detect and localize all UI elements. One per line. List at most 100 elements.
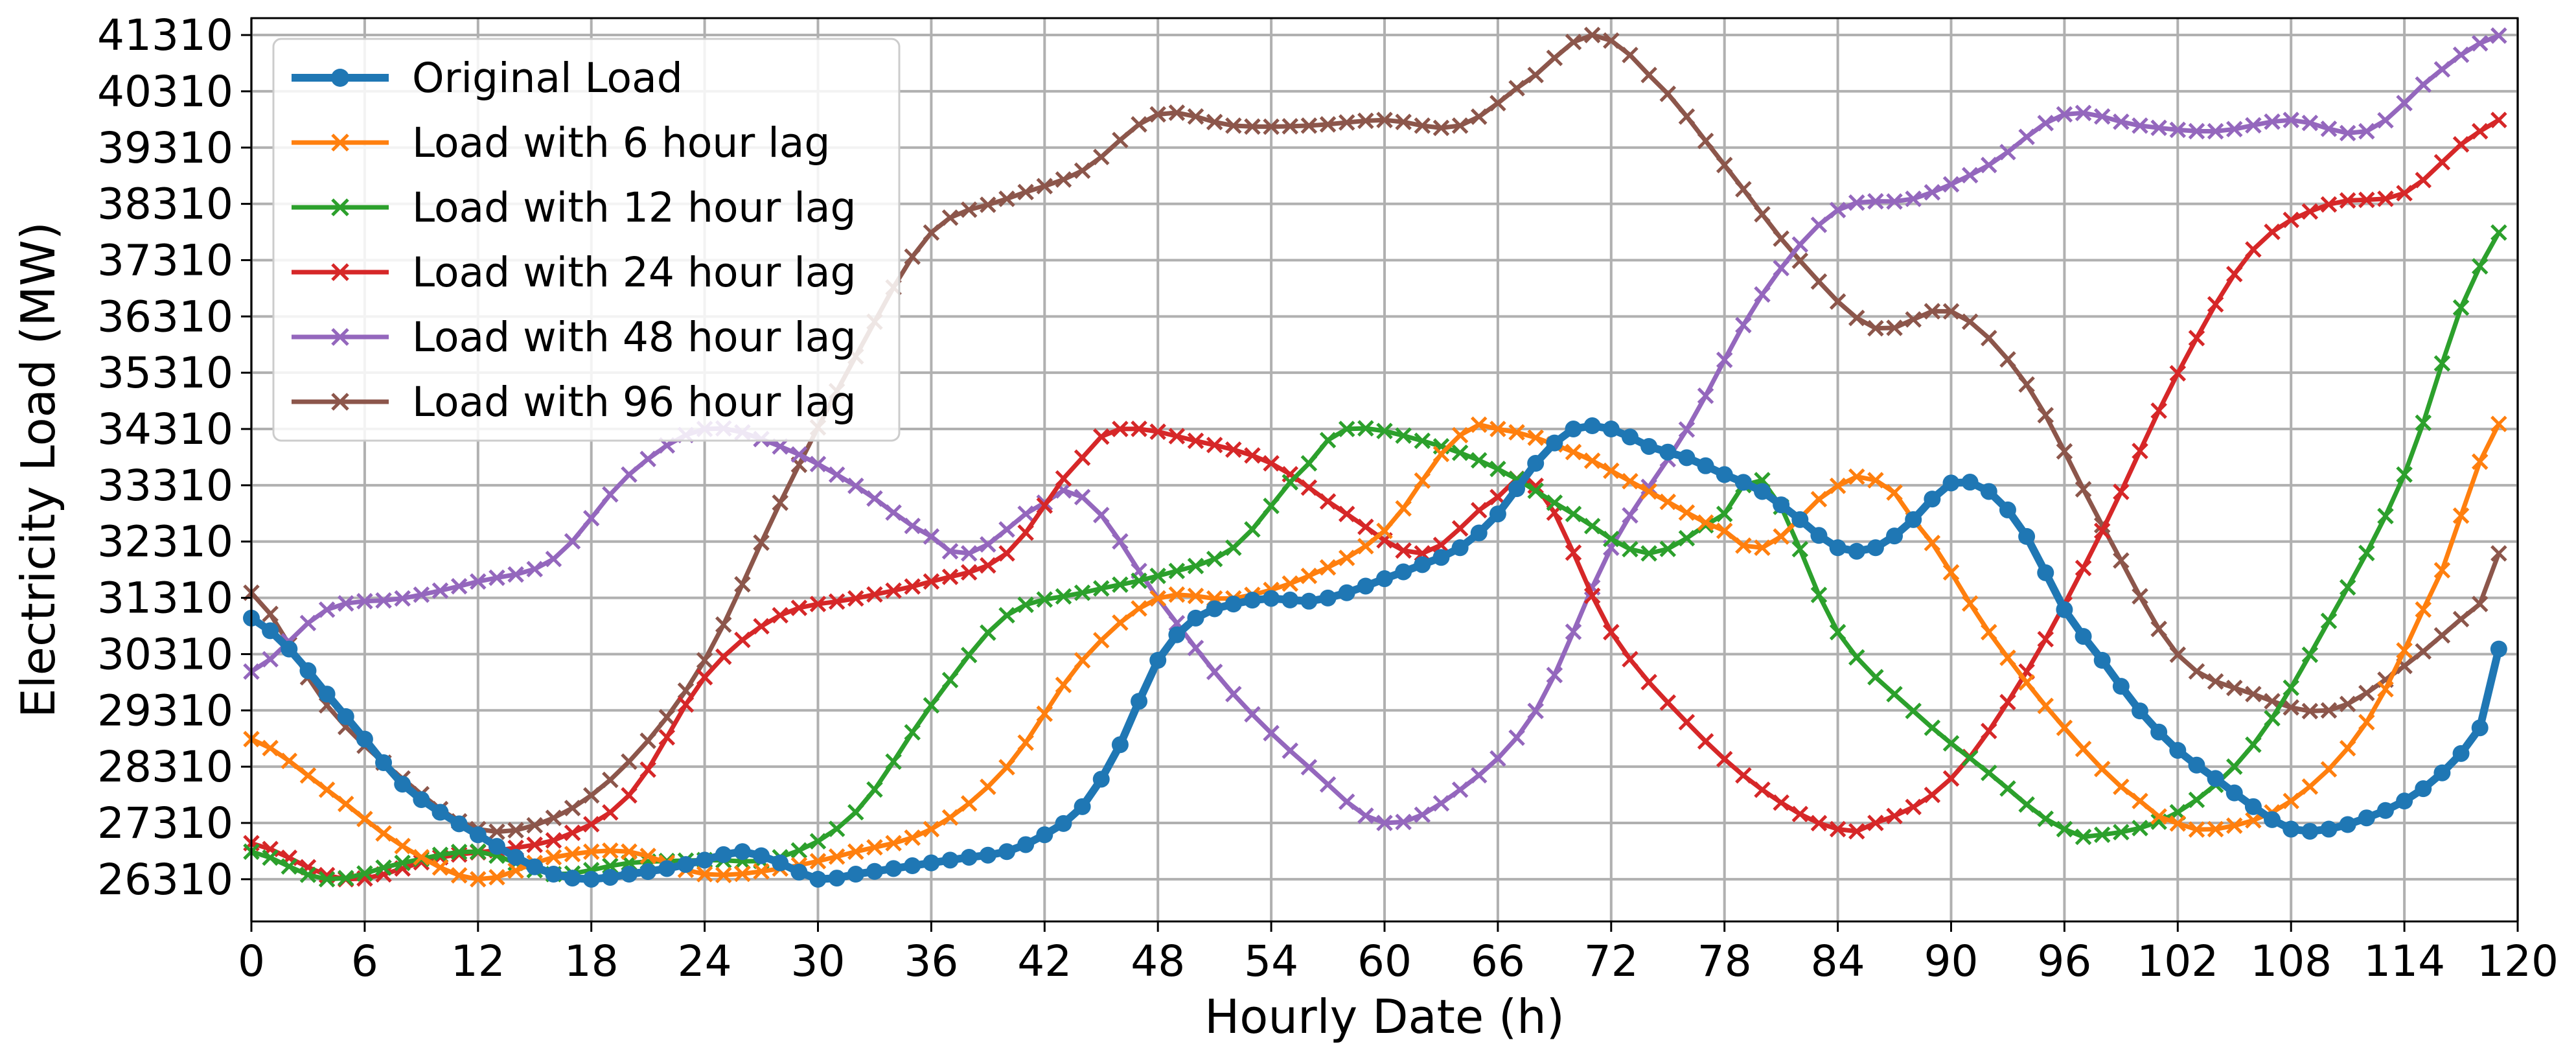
data-point bbox=[2452, 136, 2470, 153]
data-point bbox=[1981, 329, 1997, 347]
data-point bbox=[526, 561, 544, 578]
data-point bbox=[1848, 194, 1865, 211]
data-point bbox=[2245, 736, 2262, 754]
data-point bbox=[1206, 664, 1223, 680]
data-point bbox=[2320, 121, 2338, 137]
data-point bbox=[299, 866, 317, 883]
data-point bbox=[828, 466, 845, 483]
data-point bbox=[923, 528, 940, 545]
data-point bbox=[1716, 466, 1733, 483]
legend-marker bbox=[331, 133, 349, 152]
data-point bbox=[1527, 429, 1544, 446]
x-tick-label: 18 bbox=[564, 936, 619, 986]
data-point bbox=[582, 816, 600, 833]
data-point bbox=[1773, 794, 1789, 811]
y-tick-label: 41310 bbox=[97, 10, 233, 60]
data-point bbox=[1508, 480, 1526, 498]
data-point bbox=[1319, 116, 1337, 133]
data-point bbox=[1754, 781, 1771, 798]
data-point bbox=[545, 809, 562, 826]
data-point bbox=[1640, 483, 1657, 500]
data-point bbox=[2320, 761, 2338, 778]
x-tick-label: 96 bbox=[2037, 936, 2091, 986]
data-point bbox=[2433, 61, 2451, 78]
data-point bbox=[885, 835, 902, 852]
data-point bbox=[1754, 539, 1771, 557]
data-point bbox=[1961, 313, 1979, 330]
data-point bbox=[621, 753, 638, 770]
data-point bbox=[1055, 470, 1072, 487]
data-point bbox=[2283, 211, 2299, 229]
data-point bbox=[1924, 786, 1941, 804]
data-point bbox=[1112, 132, 1129, 148]
data-point bbox=[1754, 483, 1771, 500]
data-point bbox=[2396, 466, 2413, 483]
data-point bbox=[2169, 365, 2187, 382]
data-point bbox=[1791, 511, 1809, 528]
data-point bbox=[413, 791, 430, 808]
data-point bbox=[2150, 402, 2167, 419]
data-point bbox=[733, 843, 751, 861]
data-point bbox=[1640, 673, 1657, 691]
data-point bbox=[2169, 741, 2187, 759]
data-point bbox=[621, 787, 638, 804]
data-point bbox=[941, 542, 959, 560]
data-point bbox=[2018, 128, 2035, 146]
data-point bbox=[639, 450, 656, 468]
data-point bbox=[2471, 453, 2489, 470]
data-point bbox=[526, 858, 544, 875]
data-point bbox=[1489, 95, 1506, 111]
data-point bbox=[790, 599, 808, 616]
data-point bbox=[1640, 437, 1658, 455]
data-point bbox=[1055, 677, 1072, 693]
data-point bbox=[2018, 527, 2036, 545]
legend-marker bbox=[331, 69, 349, 87]
data-point bbox=[1225, 441, 1242, 458]
data-point bbox=[1622, 472, 1639, 490]
data-point bbox=[2377, 680, 2394, 698]
data-point bbox=[734, 865, 751, 883]
data-point bbox=[1546, 494, 1563, 511]
data-point bbox=[1754, 205, 1771, 223]
data-point bbox=[2207, 673, 2224, 690]
data-point bbox=[658, 729, 676, 746]
data-point bbox=[1527, 482, 1544, 500]
data-point bbox=[1017, 836, 1035, 853]
data-point bbox=[2075, 559, 2092, 577]
data-point bbox=[828, 820, 845, 837]
data-point bbox=[1583, 27, 1601, 43]
data-point bbox=[1659, 694, 1677, 711]
data-point bbox=[1603, 32, 1620, 49]
data-point bbox=[1678, 504, 1696, 521]
data-point bbox=[2225, 679, 2243, 697]
data-point bbox=[2093, 108, 2111, 125]
data-point bbox=[526, 836, 544, 853]
data-point bbox=[847, 590, 864, 607]
data-point bbox=[1981, 156, 1997, 174]
data-point bbox=[1829, 623, 1846, 641]
data-point bbox=[1886, 807, 1903, 825]
data-point bbox=[356, 730, 373, 748]
data-point bbox=[1357, 420, 1374, 437]
data-point bbox=[1640, 545, 1657, 562]
data-point bbox=[431, 804, 449, 821]
data-point bbox=[1206, 550, 1223, 568]
data-point bbox=[1810, 815, 1828, 832]
data-point bbox=[639, 863, 657, 881]
data-point bbox=[470, 871, 487, 888]
data-point bbox=[1905, 311, 1922, 328]
data-point bbox=[2037, 810, 2054, 827]
data-point bbox=[923, 697, 940, 714]
data-point bbox=[1867, 319, 1884, 337]
data-point bbox=[1527, 477, 1544, 494]
data-point bbox=[1092, 428, 1110, 445]
data-point bbox=[1791, 540, 1809, 558]
data-point bbox=[582, 870, 600, 888]
data-point bbox=[526, 816, 544, 834]
data-point bbox=[1017, 596, 1034, 614]
data-point bbox=[734, 575, 751, 593]
y-tick-label: 39310 bbox=[97, 123, 233, 173]
data-point bbox=[904, 248, 921, 265]
y-tick-label: 30310 bbox=[97, 629, 233, 679]
data-point bbox=[450, 815, 468, 833]
